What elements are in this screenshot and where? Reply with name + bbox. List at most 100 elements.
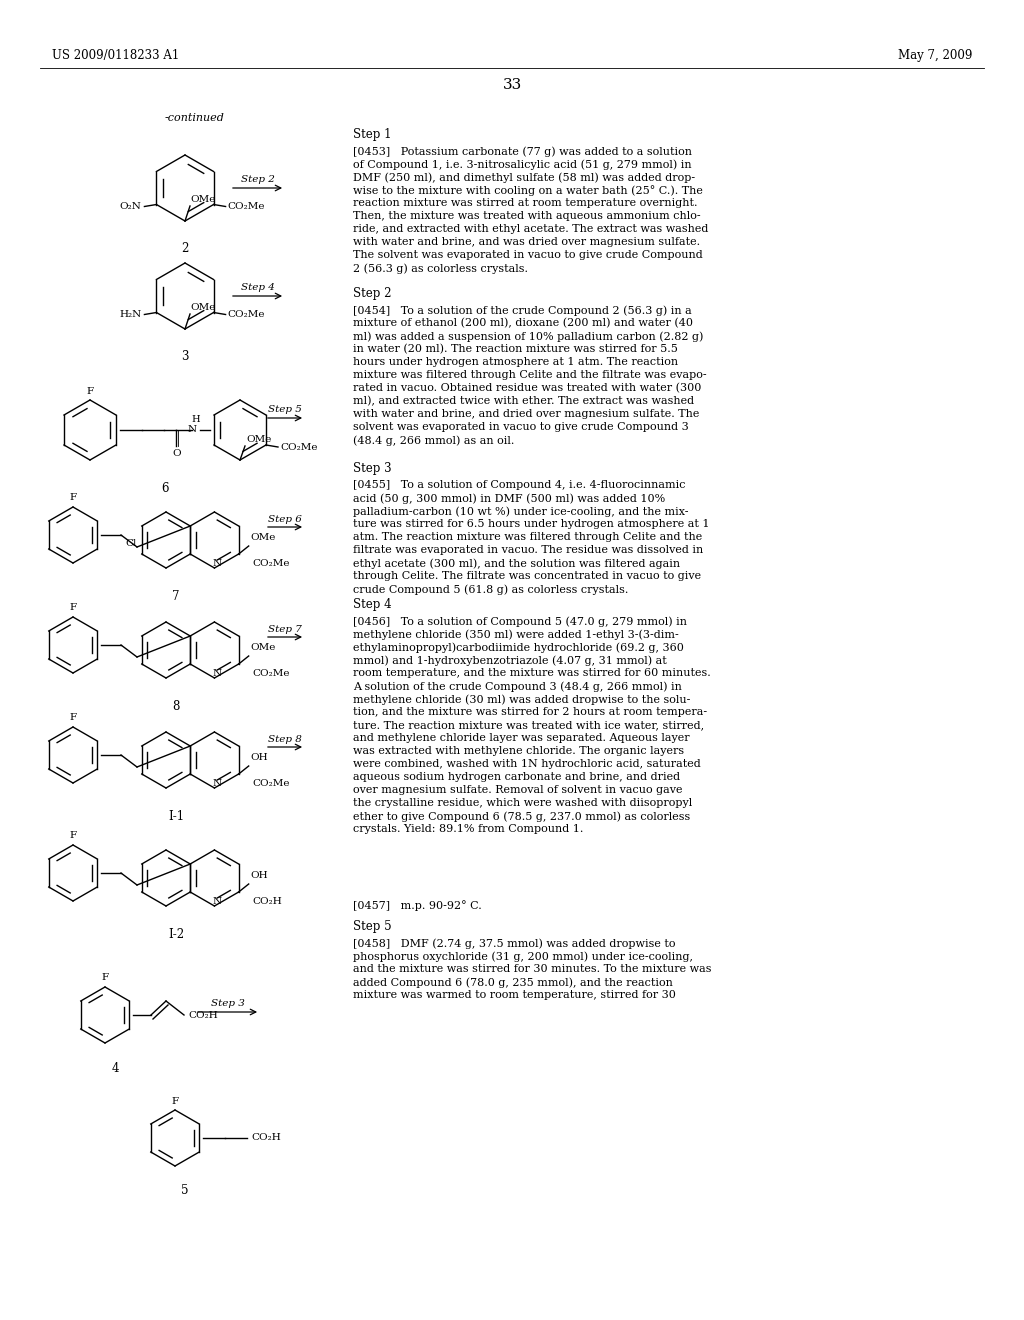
- Text: Step 2: Step 2: [353, 286, 391, 300]
- Text: OMe: OMe: [251, 644, 276, 652]
- Text: room temperature, and the mixture was stirred for 60 minutes.: room temperature, and the mixture was st…: [353, 668, 711, 678]
- Text: Step 3: Step 3: [353, 462, 391, 475]
- Text: hours under hydrogen atmosphere at 1 atm. The reaction: hours under hydrogen atmosphere at 1 atm…: [353, 356, 678, 367]
- Text: 5: 5: [181, 1184, 188, 1197]
- Text: Step 3: Step 3: [211, 999, 245, 1008]
- Text: Step 4: Step 4: [353, 598, 391, 611]
- Text: ethylaminopropyl)carbodiimide hydrochloride (69.2 g, 360: ethylaminopropyl)carbodiimide hydrochlor…: [353, 642, 684, 652]
- Text: of Compound 1, i.e. 3-nitrosalicylic acid (51 g, 279 mmol) in: of Compound 1, i.e. 3-nitrosalicylic aci…: [353, 158, 691, 169]
- Text: A solution of the crude Compound 3 (48.4 g, 266 mmol) in: A solution of the crude Compound 3 (48.4…: [353, 681, 682, 692]
- Text: F: F: [70, 832, 77, 841]
- Text: mixture was warmed to room temperature, stirred for 30: mixture was warmed to room temperature, …: [353, 990, 676, 1001]
- Text: 33: 33: [503, 78, 521, 92]
- Text: Step 1: Step 1: [353, 128, 391, 141]
- Text: OH: OH: [251, 754, 268, 763]
- Text: Step 6: Step 6: [268, 515, 302, 524]
- Text: [0458]   DMF (2.74 g, 37.5 mmol) was added dropwise to: [0458] DMF (2.74 g, 37.5 mmol) was added…: [353, 939, 676, 949]
- Text: US 2009/0118233 A1: US 2009/0118233 A1: [52, 49, 179, 62]
- Text: methylene chloride (350 ml) were added 1-ethyl 3-(3-dim-: methylene chloride (350 ml) were added 1…: [353, 630, 679, 640]
- Text: Step 5: Step 5: [268, 405, 302, 414]
- Text: with water and brine, and was dried over magnesium sulfate.: with water and brine, and was dried over…: [353, 238, 700, 247]
- Text: through Celite. The filtrate was concentrated in vacuo to give: through Celite. The filtrate was concent…: [353, 572, 701, 581]
- Text: [0454]   To a solution of the crude Compound 2 (56.3 g) in a: [0454] To a solution of the crude Compou…: [353, 305, 692, 315]
- Text: 8: 8: [172, 700, 179, 713]
- Text: N: N: [213, 779, 222, 788]
- Text: added Compound 6 (78.0 g, 235 mmol), and the reaction: added Compound 6 (78.0 g, 235 mmol), and…: [353, 977, 673, 987]
- Text: with water and brine, and dried over magnesium sulfate. The: with water and brine, and dried over mag…: [353, 409, 699, 418]
- Text: 3: 3: [181, 351, 188, 363]
- Text: aqueous sodium hydrogen carbonate and brine, and dried: aqueous sodium hydrogen carbonate and br…: [353, 772, 680, 781]
- Text: and methylene chloride layer was separated. Aqueous layer: and methylene chloride layer was separat…: [353, 733, 689, 743]
- Text: OMe: OMe: [190, 194, 215, 203]
- Text: CO₂Me: CO₂Me: [227, 202, 265, 211]
- Text: F: F: [70, 714, 77, 722]
- Text: ml), and extracted twice with ether. The extract was washed: ml), and extracted twice with ether. The…: [353, 396, 694, 407]
- Text: OMe: OMe: [246, 434, 271, 444]
- Text: palladium-carbon (10 wt %) under ice-cooling, and the mix-: palladium-carbon (10 wt %) under ice-coo…: [353, 506, 688, 516]
- Text: CO₂H: CO₂H: [251, 1134, 281, 1143]
- Text: CO₂H: CO₂H: [188, 1011, 218, 1019]
- Text: OH: OH: [251, 871, 268, 880]
- Text: Cl: Cl: [125, 540, 137, 549]
- Text: Then, the mixture was treated with aqueous ammonium chlo-: Then, the mixture was treated with aqueo…: [353, 211, 700, 220]
- Text: Step 4: Step 4: [241, 284, 274, 293]
- Text: ture was stirred for 6.5 hours under hydrogen atmosphere at 1: ture was stirred for 6.5 hours under hyd…: [353, 519, 710, 529]
- Text: and the mixture was stirred for 30 minutes. To the mixture was: and the mixture was stirred for 30 minut…: [353, 964, 712, 974]
- Text: CO₂Me: CO₂Me: [253, 560, 290, 569]
- Text: mmol) and 1-hydroxybenzotriazole (4.07 g, 31 mmol) at: mmol) and 1-hydroxybenzotriazole (4.07 g…: [353, 655, 667, 665]
- Text: solvent was evaporated in vacuo to give crude Compound 3: solvent was evaporated in vacuo to give …: [353, 422, 689, 432]
- Text: acid (50 g, 300 mmol) in DMF (500 ml) was added 10%: acid (50 g, 300 mmol) in DMF (500 ml) wa…: [353, 492, 666, 503]
- Text: [0455]   To a solution of Compound 4, i.e. 4-fluorocinnamic: [0455] To a solution of Compound 4, i.e.…: [353, 480, 685, 490]
- Text: DMF (250 ml), and dimethyl sulfate (58 ml) was added drop-: DMF (250 ml), and dimethyl sulfate (58 m…: [353, 172, 695, 182]
- Text: O₂N: O₂N: [120, 202, 141, 211]
- Text: mixture was filtered through Celite and the filtrate was evapo-: mixture was filtered through Celite and …: [353, 370, 707, 380]
- Text: the crystalline residue, which were washed with diisopropyl: the crystalline residue, which were wash…: [353, 799, 692, 808]
- Text: phosphorus oxychloride (31 g, 200 mmol) under ice-cooling,: phosphorus oxychloride (31 g, 200 mmol) …: [353, 950, 693, 961]
- Text: mixture of ethanol (200 ml), dioxane (200 ml) and water (40: mixture of ethanol (200 ml), dioxane (20…: [353, 318, 693, 329]
- Text: [0456]   To a solution of Compound 5 (47.0 g, 279 mmol) in: [0456] To a solution of Compound 5 (47.0…: [353, 616, 687, 627]
- Text: in water (20 ml). The reaction mixture was stirred for 5.5: in water (20 ml). The reaction mixture w…: [353, 345, 678, 354]
- Text: ride, and extracted with ethyl acetate. The extract was washed: ride, and extracted with ethyl acetate. …: [353, 224, 709, 234]
- Text: F: F: [101, 974, 109, 982]
- Text: May 7, 2009: May 7, 2009: [898, 49, 972, 62]
- Text: CO₂Me: CO₂Me: [253, 780, 290, 788]
- Text: H₂N: H₂N: [119, 310, 141, 319]
- Text: -continued: -continued: [165, 114, 225, 123]
- Text: 2 (56.3 g) as colorless crystals.: 2 (56.3 g) as colorless crystals.: [353, 263, 528, 273]
- Text: ethyl acetate (300 ml), and the solution was filtered again: ethyl acetate (300 ml), and the solution…: [353, 558, 680, 569]
- Text: Step 2: Step 2: [241, 176, 274, 185]
- Text: I-2: I-2: [168, 928, 184, 940]
- Text: ether to give Compound 6 (78.5 g, 237.0 mmol) as colorless: ether to give Compound 6 (78.5 g, 237.0 …: [353, 810, 690, 821]
- Text: F: F: [70, 603, 77, 612]
- Text: over magnesium sulfate. Removal of solvent in vacuo gave: over magnesium sulfate. Removal of solve…: [353, 785, 683, 795]
- Text: atm. The reaction mixture was filtered through Celite and the: atm. The reaction mixture was filtered t…: [353, 532, 702, 543]
- Text: crude Compound 5 (61.8 g) as colorless crystals.: crude Compound 5 (61.8 g) as colorless c…: [353, 583, 629, 594]
- Text: OMe: OMe: [190, 302, 215, 312]
- Text: 7: 7: [172, 590, 180, 602]
- Text: Step 8: Step 8: [268, 734, 302, 743]
- Text: CO₂Me: CO₂Me: [227, 310, 265, 319]
- Text: F: F: [70, 494, 77, 503]
- Text: N: N: [213, 558, 222, 568]
- Text: O: O: [173, 450, 181, 458]
- Text: CO₂H: CO₂H: [253, 898, 283, 907]
- Text: reaction mixture was stirred at room temperature overnight.: reaction mixture was stirred at room tem…: [353, 198, 697, 209]
- Text: 2: 2: [181, 243, 188, 256]
- Text: filtrate was evaporated in vacuo. The residue was dissolved in: filtrate was evaporated in vacuo. The re…: [353, 545, 703, 554]
- Text: N: N: [187, 425, 197, 434]
- Text: N: N: [213, 896, 222, 906]
- Text: wise to the mixture with cooling on a water bath (25° C.). The: wise to the mixture with cooling on a wa…: [353, 185, 702, 195]
- Text: 6: 6: [161, 482, 169, 495]
- Text: Step 5: Step 5: [353, 920, 391, 933]
- Text: 4: 4: [112, 1061, 119, 1074]
- Text: tion, and the mixture was stirred for 2 hours at room tempera-: tion, and the mixture was stirred for 2 …: [353, 708, 708, 717]
- Text: H: H: [191, 416, 201, 425]
- Text: F: F: [86, 387, 93, 396]
- Text: CO₂Me: CO₂Me: [280, 442, 317, 451]
- Text: methylene chloride (30 ml) was added dropwise to the solu-: methylene chloride (30 ml) was added dro…: [353, 694, 690, 705]
- Text: N: N: [213, 668, 222, 677]
- Text: [0453]   Potassium carbonate (77 g) was added to a solution: [0453] Potassium carbonate (77 g) was ad…: [353, 147, 692, 157]
- Text: I-1: I-1: [168, 809, 184, 822]
- Text: ture. The reaction mixture was treated with ice water, stirred,: ture. The reaction mixture was treated w…: [353, 719, 705, 730]
- Text: were combined, washed with 1N hydrochloric acid, saturated: were combined, washed with 1N hydrochlor…: [353, 759, 700, 770]
